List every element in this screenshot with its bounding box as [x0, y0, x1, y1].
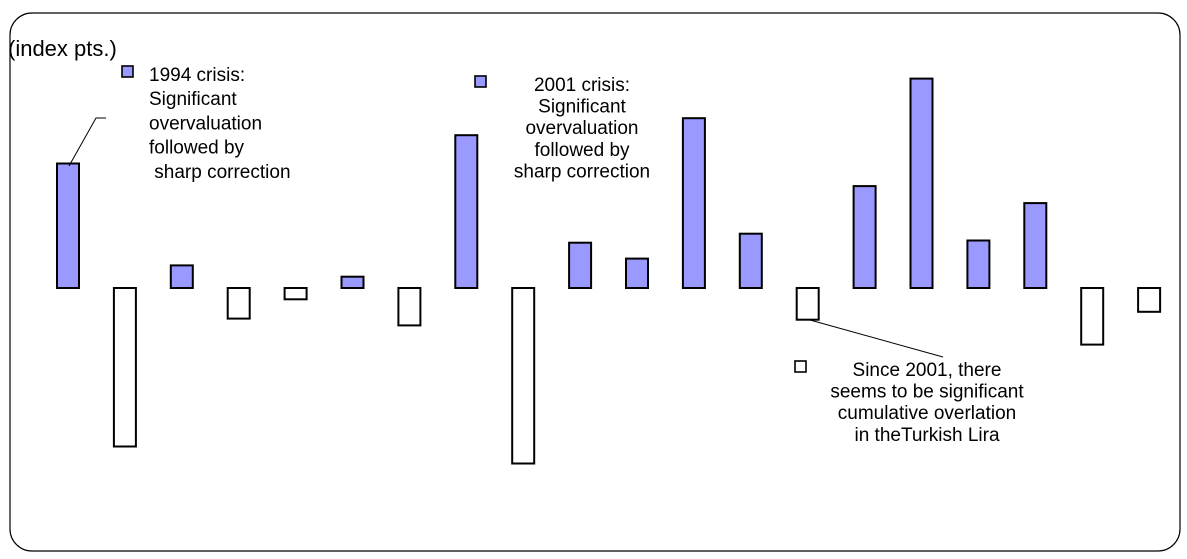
bar-3	[169, 264, 194, 289]
bar-19	[1080, 287, 1105, 346]
bar-10	[568, 241, 593, 289]
bar-16	[909, 77, 934, 289]
annotation-text-3: Since 2001, there seems to be significant…	[830, 360, 1024, 446]
annotation-line: Since 2001, there	[853, 360, 1002, 381]
annotation-line: 2001 crisis:	[534, 75, 630, 96]
annotation-text-1: 1994 crisis: Significant overvaluation foll…	[149, 65, 291, 183]
annotation-line: overvaluation	[525, 118, 638, 139]
y-axis-label: (index pts.)	[8, 36, 117, 61]
annotation-line: sharp correction	[514, 161, 650, 182]
bar-9	[511, 287, 536, 465]
bar-5	[283, 287, 308, 301]
bar-17	[966, 239, 991, 289]
annotation-marker-1	[121, 65, 134, 78]
annotation-line: seems to be significant	[830, 382, 1024, 403]
leader-line-1	[68, 117, 106, 167]
annotation-marker-3	[794, 360, 807, 373]
bar-6	[340, 275, 365, 290]
annotation-line: 1994 crisis:	[149, 65, 245, 86]
annotation-text-2: 2001 crisis: Significant overvaluation foll…	[514, 75, 650, 182]
leader-line-3	[809, 319, 944, 358]
annotation-line: Significant	[538, 97, 626, 118]
annotation-line: overvaluation	[149, 113, 262, 134]
bar-12	[681, 117, 706, 289]
annotation-line: cumulative overlation	[838, 403, 1016, 424]
bar-2	[112, 287, 137, 448]
annotation-line: sharp correction	[149, 162, 291, 183]
annotation-marker-2	[474, 75, 487, 88]
bar-14	[795, 287, 820, 321]
bar-18	[1023, 202, 1048, 290]
annotation-line: Significant	[149, 89, 237, 110]
bar-7	[397, 287, 422, 327]
annotations-group: 1994 crisis: Significant overvaluation foll…	[121, 65, 1024, 446]
bar-13	[738, 232, 763, 289]
bar-11	[625, 257, 649, 290]
annotation-3: Since 2001, there seems to be significant…	[794, 360, 1024, 446]
bar-1	[56, 162, 80, 289]
bar-8	[454, 134, 479, 289]
bars-group	[56, 77, 1162, 465]
bar-20	[1137, 287, 1162, 313]
annotation-line: followed by	[534, 140, 630, 161]
annotation-1: 1994 crisis: Significant overvaluation foll…	[121, 65, 291, 183]
bar-15	[852, 185, 877, 290]
bar-4	[226, 287, 251, 320]
annotation-2: 2001 crisis: Significant overvaluation foll…	[474, 75, 650, 182]
plot-border	[9, 12, 1181, 552]
annotation-line: followed by	[149, 138, 245, 159]
leader-lines-group	[68, 117, 944, 358]
annotation-line: in theTurkish Lira	[854, 425, 999, 446]
